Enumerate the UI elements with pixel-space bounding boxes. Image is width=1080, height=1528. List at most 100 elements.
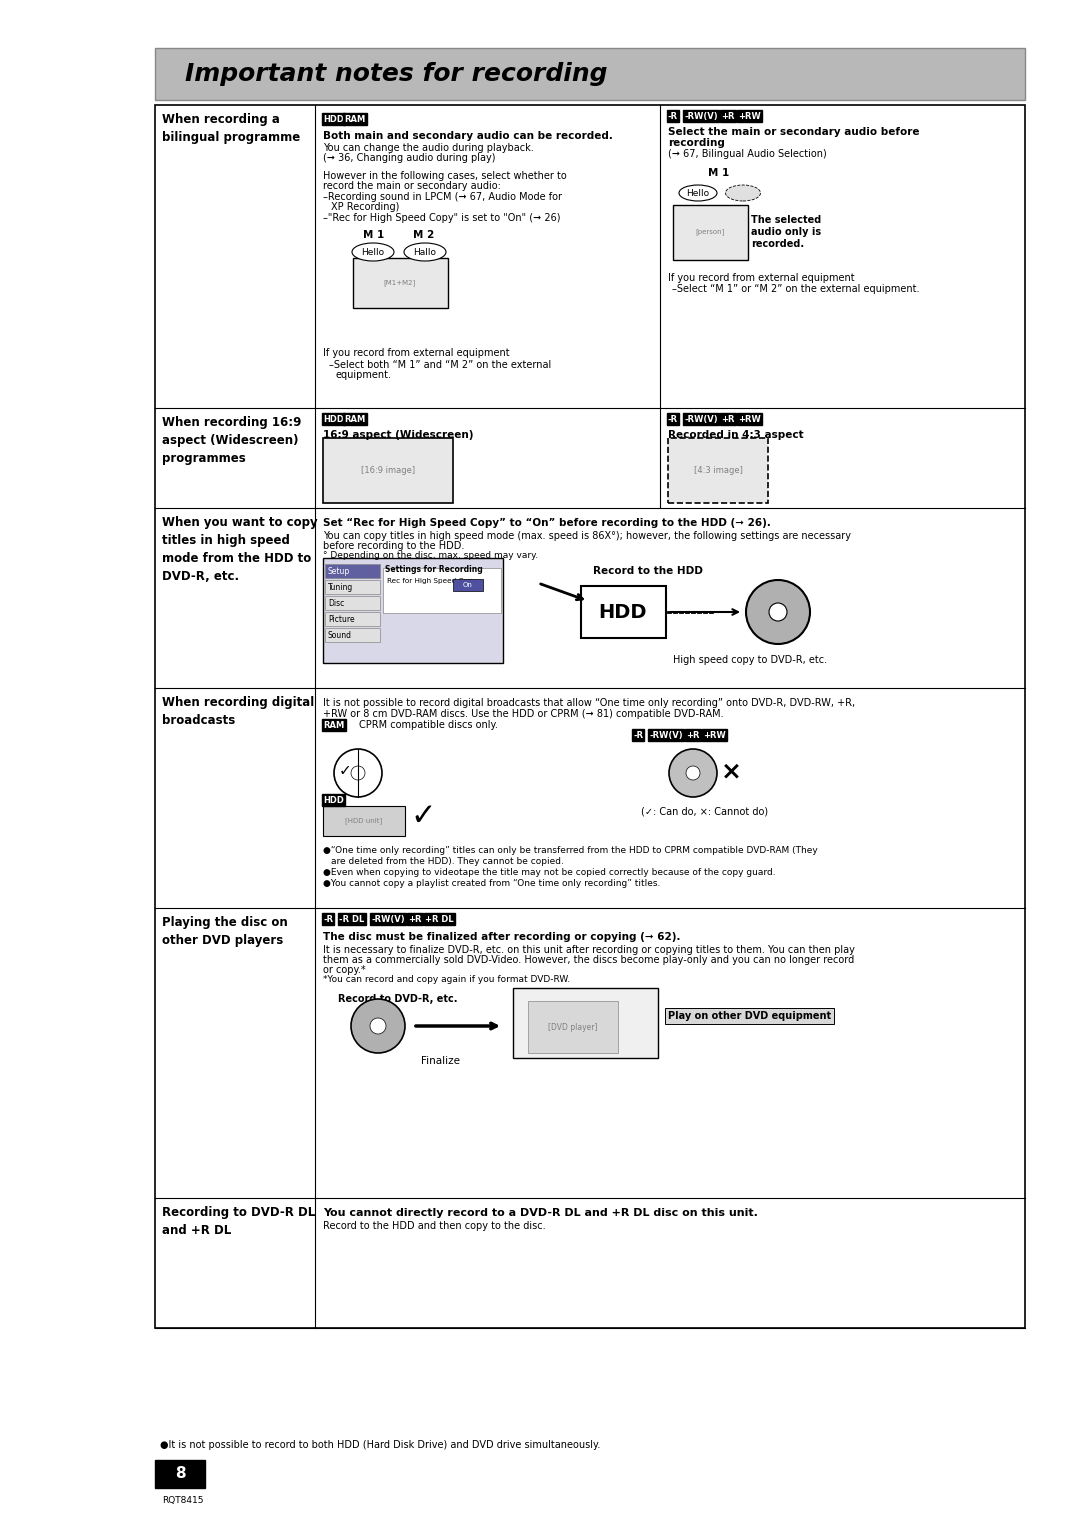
- Text: When recording 16:9
aspect (Widescreen)
programmes: When recording 16:9 aspect (Widescreen) …: [162, 416, 301, 465]
- Text: before recording to the HDD.: before recording to the HDD.: [323, 541, 464, 552]
- Text: If you record from external equipment: If you record from external equipment: [323, 348, 510, 358]
- Text: –Select “M 1” or “M 2” on the external equipment.: –Select “M 1” or “M 2” on the external e…: [672, 284, 919, 293]
- Text: [M1+M2]: [M1+M2]: [383, 280, 416, 286]
- Text: Recording to DVD-R DL
and +R DL: Recording to DVD-R DL and +R DL: [162, 1206, 315, 1238]
- Ellipse shape: [726, 185, 760, 202]
- Text: M 2: M 2: [413, 231, 434, 240]
- FancyBboxPatch shape: [581, 587, 666, 639]
- FancyBboxPatch shape: [323, 558, 503, 663]
- Text: ° Depending on the disc, max. speed may vary.: ° Depending on the disc, max. speed may …: [323, 552, 538, 559]
- Text: Recorded in 4:3 aspect: Recorded in 4:3 aspect: [669, 429, 804, 440]
- Text: Set “Rec for High Speed Copy” to “On” before recording to the HDD (➞ 26).: Set “Rec for High Speed Copy” to “On” be…: [323, 518, 771, 529]
- Text: +RW or 8 cm DVD-RAM discs. Use the HDD or CPRM (➞ 81) compatible DVD-RAM.: +RW or 8 cm DVD-RAM discs. Use the HDD o…: [323, 709, 724, 720]
- Text: +R: +R: [687, 730, 700, 740]
- Text: -RW(V): -RW(V): [649, 730, 683, 740]
- Text: ×: ×: [720, 759, 742, 782]
- FancyBboxPatch shape: [323, 439, 453, 503]
- Text: High speed copy to DVD-R, etc.: High speed copy to DVD-R, etc.: [673, 656, 827, 665]
- Text: (➞ 67, Bilingual Audio Selection): (➞ 67, Bilingual Audio Selection): [669, 150, 827, 159]
- Text: The selected: The selected: [751, 215, 821, 225]
- Circle shape: [746, 581, 810, 643]
- Text: –"Rec for High Speed Copy" is set to "On" (➞ 26): –"Rec for High Speed Copy" is set to "On…: [323, 212, 561, 223]
- Circle shape: [351, 766, 365, 779]
- Text: (✓: Can do, ×: Cannot do): (✓: Can do, ×: Cannot do): [640, 805, 768, 816]
- Text: record the main or secondary audio:: record the main or secondary audio:: [323, 180, 501, 191]
- Text: +R: +R: [721, 414, 735, 423]
- FancyBboxPatch shape: [669, 439, 768, 503]
- FancyBboxPatch shape: [325, 596, 380, 610]
- Text: [person]: [person]: [696, 229, 725, 235]
- Text: +RW: +RW: [738, 414, 760, 423]
- Text: You can change the audio during playback.: You can change the audio during playback…: [323, 144, 534, 153]
- Text: +RW: +RW: [738, 112, 760, 121]
- Ellipse shape: [404, 243, 446, 261]
- FancyBboxPatch shape: [156, 105, 1025, 1328]
- FancyBboxPatch shape: [353, 258, 448, 309]
- Text: ●Even when copying to videotape the title may not be copied correctly because of: ●Even when copying to videotape the titl…: [323, 868, 775, 877]
- Text: them as a commercially sold DVD-Video. However, the discs become play-only and y: them as a commercially sold DVD-Video. H…: [323, 955, 854, 966]
- Text: Record to DVD-R, etc.: Record to DVD-R, etc.: [338, 995, 458, 1004]
- Circle shape: [669, 749, 717, 798]
- Text: It is not possible to record digital broadcasts that allow “One time only record: It is not possible to record digital bro…: [323, 698, 855, 707]
- FancyBboxPatch shape: [528, 1001, 618, 1053]
- Text: +R DL: +R DL: [426, 914, 454, 923]
- Text: -RW(V): -RW(V): [372, 914, 405, 923]
- Text: -RW(V): -RW(V): [685, 414, 718, 423]
- Text: M 1: M 1: [363, 231, 384, 240]
- Text: Finalize: Finalize: [421, 1056, 460, 1067]
- Text: The disc must be finalized after recording or copying (➞ 62).: The disc must be finalized after recordi…: [323, 932, 680, 941]
- Text: -R DL: -R DL: [339, 914, 365, 923]
- Text: Select the main or secondary audio before: Select the main or secondary audio befor…: [669, 127, 919, 138]
- Text: Settings for Recording: Settings for Recording: [384, 565, 483, 575]
- Text: HDD: HDD: [323, 796, 343, 805]
- Ellipse shape: [679, 185, 717, 202]
- Text: Disc: Disc: [328, 599, 345, 608]
- Ellipse shape: [352, 243, 394, 261]
- Text: RAM: RAM: [345, 414, 366, 423]
- Text: ✓: ✓: [410, 802, 435, 831]
- Text: RAM: RAM: [323, 721, 345, 729]
- Text: or copy.*: or copy.*: [323, 966, 366, 975]
- FancyBboxPatch shape: [325, 581, 380, 594]
- Text: [4:3 image]: [4:3 image]: [693, 466, 742, 475]
- Text: -RW(V): -RW(V): [685, 112, 718, 121]
- FancyBboxPatch shape: [673, 205, 748, 260]
- Text: Both main and secondary audio can be recorded.: Both main and secondary audio can be rec…: [323, 131, 612, 141]
- Text: (➞ 36, Changing audio during play): (➞ 36, Changing audio during play): [323, 153, 496, 163]
- Text: equipment.: equipment.: [335, 370, 391, 380]
- FancyBboxPatch shape: [453, 579, 483, 591]
- Text: RAM: RAM: [345, 115, 366, 124]
- Circle shape: [334, 749, 382, 798]
- Text: Tuning: Tuning: [328, 582, 353, 591]
- Text: -R: -R: [669, 112, 678, 121]
- Text: +RW: +RW: [703, 730, 726, 740]
- Text: HDD: HDD: [323, 414, 343, 423]
- FancyBboxPatch shape: [156, 1459, 205, 1488]
- Text: *You can record and copy again if you format DVD-RW.: *You can record and copy again if you fo…: [323, 975, 570, 984]
- Text: You cannot directly record to a DVD-R DL and +R DL disc on this unit.: You cannot directly record to a DVD-R DL…: [323, 1209, 758, 1218]
- Circle shape: [351, 999, 405, 1053]
- Text: 16:9 aspect (Widescreen): 16:9 aspect (Widescreen): [323, 429, 473, 440]
- Text: 8: 8: [175, 1467, 186, 1482]
- Text: Playing the disc on
other DVD players: Playing the disc on other DVD players: [162, 915, 287, 947]
- Text: When recording a
bilingual programme: When recording a bilingual programme: [162, 113, 300, 144]
- Text: -R: -R: [669, 414, 678, 423]
- Text: CPRM compatible discs only.: CPRM compatible discs only.: [359, 720, 498, 730]
- Text: Rec for High Speed Copy: Rec for High Speed Copy: [387, 578, 476, 584]
- Text: RQT8415: RQT8415: [162, 1496, 203, 1505]
- Text: Hello: Hello: [687, 188, 710, 197]
- Text: [DVD player]: [DVD player]: [549, 1022, 597, 1031]
- Text: M 1: M 1: [708, 168, 729, 177]
- Text: -R: -R: [323, 914, 333, 923]
- Text: +R: +R: [408, 914, 422, 923]
- Text: Picture: Picture: [328, 614, 354, 623]
- Circle shape: [370, 1018, 386, 1034]
- Text: Hello: Hello: [362, 248, 384, 257]
- FancyBboxPatch shape: [323, 805, 405, 836]
- FancyBboxPatch shape: [325, 613, 380, 626]
- Text: +R: +R: [721, 112, 735, 121]
- Circle shape: [686, 766, 700, 779]
- Circle shape: [769, 604, 787, 620]
- Text: HDD: HDD: [598, 602, 647, 622]
- Text: ●It is not possible to record to both HDD (Hard Disk Drive) and DVD drive simult: ●It is not possible to record to both HD…: [160, 1439, 600, 1450]
